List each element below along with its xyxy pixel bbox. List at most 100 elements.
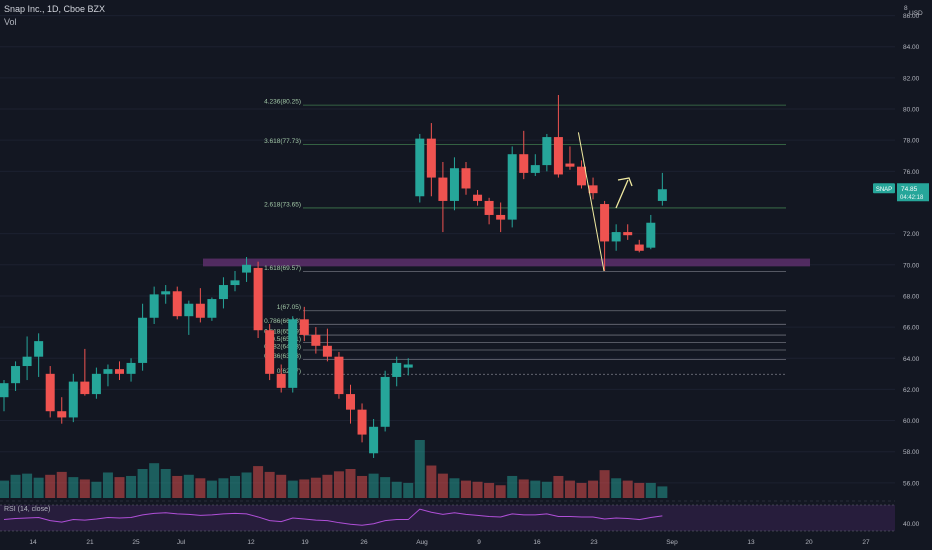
candlestick-series[interactable] [0,95,667,458]
drawings[interactable] [577,132,633,272]
time-axis-label: 13 [747,539,755,546]
candle-body [346,394,355,410]
price-tick-label: 72.00 [903,231,920,238]
candle-body [218,285,228,300]
price-tick-label: 60.00 [903,418,920,425]
currency-label: USD [909,10,923,17]
fib-level-label: 0.382(64.53) [264,344,301,351]
price-tick-label: 66.00 [903,325,920,332]
time-axis-label: 19 [301,539,309,546]
volume-bars [0,440,668,498]
candle-body [623,232,633,236]
candle-body [288,319,298,388]
symbol-tag [873,183,895,194]
fib-level-label: 2.618(73.65) [264,201,301,208]
candle-body [184,303,194,317]
volume-bar [230,475,240,498]
price-tick-label: 68.00 [903,293,920,300]
candle-body [34,341,44,357]
candle-body [461,168,471,189]
candle-body [322,345,332,357]
candle-body [588,185,598,194]
volume-bar [380,477,391,498]
volume-bar [10,474,21,498]
candle-body [565,163,575,167]
up-arrow-head [617,177,633,187]
price-tick-label: 64.00 [903,356,920,363]
price-tick-label: 78.00 [903,138,920,145]
volume-bar [357,475,368,498]
volume-bar [310,477,321,498]
price-tick-label: 58.00 [903,449,920,456]
price-tick-label: 62.00 [903,387,920,394]
time-axis[interactable]: 14 21 25 Jul 12 19 26 Aug 9 16 23 Sep 13 20 27 [29,539,870,546]
fib-level-label: 0.618(65.49) [264,329,301,336]
time-axis-label: 27 [862,539,870,546]
volume-bar [299,479,310,498]
time-axis-label: 12 [247,539,255,546]
volume-bar [599,470,610,498]
volume-bar [426,465,437,498]
rsi-label: RSI (14, close) [4,506,50,513]
volume-bar [241,472,252,498]
volume-bar [149,463,160,498]
candle-body [230,280,240,286]
candle-body [657,189,667,201]
candle-body [91,373,101,395]
candle-body [161,291,171,295]
volume-bar [611,478,622,498]
fib-level-label: 1.618(69.57) [264,265,301,272]
volume-bar [218,478,229,498]
volume-legend-label[interactable]: Vol [4,17,17,27]
time-axis-label: 14 [29,539,37,546]
candle-body [519,154,529,173]
candle-body [426,138,436,178]
volume-bar [79,479,90,498]
time-axis-label: 16 [533,539,541,546]
rsi-pane[interactable]: RSI (14, close) [0,500,895,532]
volume-bar [137,469,148,498]
candle-body [577,166,586,186]
candle-body [484,200,494,215]
candle-body [369,426,379,454]
chart-symbol-title[interactable]: Snap Inc., 1D, Cboe BZX [4,4,106,14]
candle-body [553,137,563,175]
volume-bar [622,480,633,498]
time-axis-label: 20 [805,539,813,546]
price-tick-label: 82.00 [903,75,920,82]
candle-body [530,165,540,173]
last-price-tag [897,183,929,202]
candle-body [242,264,252,273]
rsi-band [0,505,895,531]
volume-bar [368,473,379,498]
volume-bar [56,471,67,498]
candle-body [68,381,78,418]
candle-body [172,291,182,317]
volume-bar [195,478,206,498]
volume-bar [634,482,645,498]
volume-bar [449,478,460,498]
volume-bar [114,477,125,498]
volume-bar [461,480,471,498]
candle-body [357,409,367,435]
volume-bar [183,474,194,498]
candle-body [403,364,413,368]
candle-body [415,138,425,197]
candle-body [11,366,21,384]
volume-bar [160,469,171,498]
volume-bar [553,475,564,498]
grid [0,15,895,484]
rsi-line [3,508,663,526]
candle-body [311,334,321,346]
candle-body [542,137,552,166]
price-tick-label: 76.00 [903,169,920,176]
volume-bar [45,474,56,498]
candle-body [126,362,136,374]
time-axis-label: 23 [590,539,598,546]
volume-bar [645,482,656,498]
candle-body [0,383,9,398]
fib-level-label: 4.236(80.25) [264,99,301,106]
time-axis-label: 9 [477,539,481,546]
